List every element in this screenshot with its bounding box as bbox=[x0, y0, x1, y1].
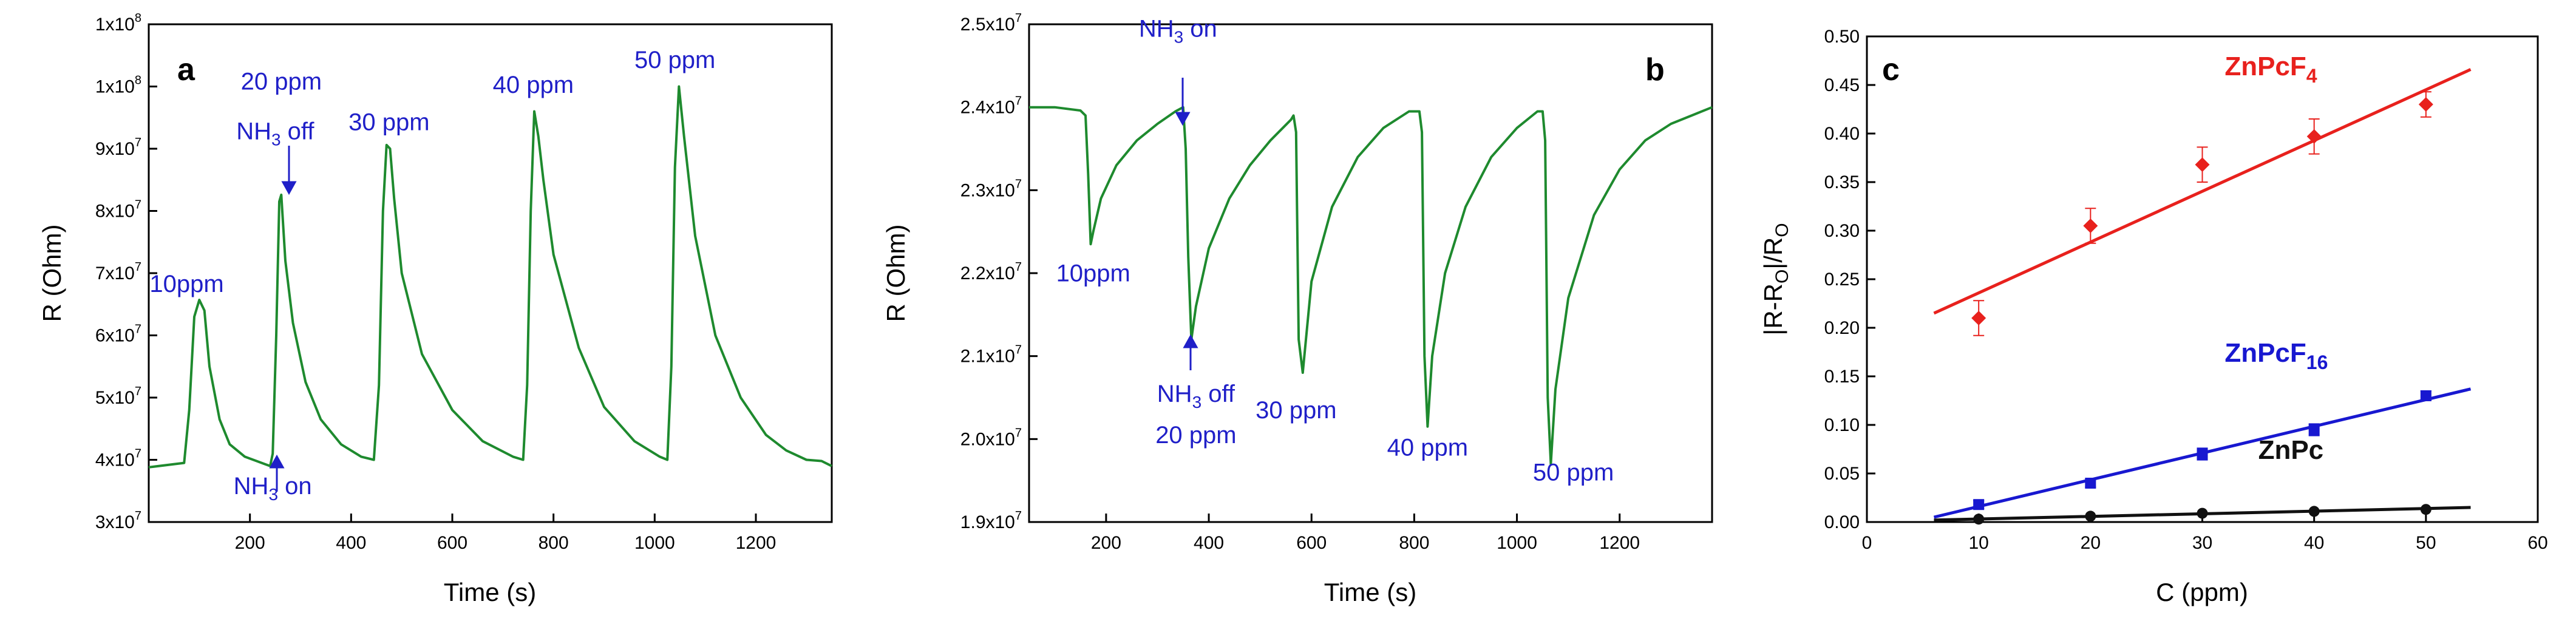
c-ytick-label: 0.05 bbox=[1824, 464, 1860, 484]
panel-b-letter: b bbox=[1645, 52, 1665, 87]
c-xtick-label: 30 bbox=[2192, 533, 2212, 553]
b-ytick-label: 2.1x107 bbox=[960, 344, 1022, 367]
b-ytick-label: 2.2x107 bbox=[960, 260, 1022, 283]
panel-b-xlabel: Time (s) bbox=[1324, 578, 1416, 606]
c-series-label: ZnPc bbox=[2258, 435, 2324, 465]
a-xtick-label: 800 bbox=[539, 533, 569, 553]
c-point-ZnPc bbox=[2308, 506, 2320, 517]
a-series-line bbox=[148, 85, 832, 469]
panel-b-frame bbox=[1028, 23, 1713, 523]
a-ytick-label: 1x108 bbox=[95, 12, 141, 35]
b-annotation: 30 ppm bbox=[1256, 397, 1336, 424]
a-xtick-label: 600 bbox=[437, 533, 467, 553]
panel-a-ylabel: R (Ohm) bbox=[38, 225, 66, 322]
b-xtick-label: 1000 bbox=[1497, 533, 1537, 553]
a-annotation: 20 ppm bbox=[241, 69, 322, 95]
c-ytick-label: 0.50 bbox=[1824, 27, 1860, 47]
panel-a-frame bbox=[148, 23, 833, 523]
b-ytick-label: 2.4x107 bbox=[960, 95, 1022, 118]
b-annotation: 10ppm bbox=[1056, 260, 1130, 287]
panel-a-xlabel: Time (s) bbox=[444, 578, 536, 606]
a-annotation: NH3 on bbox=[234, 473, 312, 504]
c-point-ZnPcF16 bbox=[2420, 390, 2432, 401]
c-point-ZnPc bbox=[2085, 510, 2096, 522]
c-point-ZnPcF4 bbox=[2418, 97, 2433, 112]
c-ytick-label: 0.45 bbox=[1824, 75, 1860, 95]
b-xtick-label: 200 bbox=[1091, 533, 1121, 553]
c-point-ZnPcF16 bbox=[2308, 424, 2320, 435]
panel-b-ylabel: R (Ohm) bbox=[882, 225, 910, 322]
panel-c-letter: c bbox=[1882, 52, 1900, 87]
c-ytick-label: 0.35 bbox=[1824, 172, 1860, 192]
c-series-label: ZnPcF4 bbox=[2224, 52, 2317, 87]
a-annotation: 10ppm bbox=[149, 271, 223, 297]
c-xtick-label: 10 bbox=[1968, 533, 1988, 553]
b-ytick-label: 2.3x107 bbox=[960, 177, 1022, 200]
a-ytick-label: 9x107 bbox=[95, 136, 141, 159]
a-ytick-label: 5x107 bbox=[95, 385, 141, 408]
c-ytick-label: 0.20 bbox=[1824, 318, 1860, 338]
c-point-ZnPc bbox=[2420, 504, 2432, 515]
c-point-ZnPcF16 bbox=[2085, 478, 2096, 489]
panel-b-chart: b Time (s) R (Ohm) 200 400 600 800 1000 1200 … bbox=[882, 12, 1713, 606]
c-point-ZnPc bbox=[2197, 507, 2208, 519]
c-xtick-label: 60 bbox=[2527, 533, 2547, 553]
c-series-label: ZnPcF16 bbox=[2224, 338, 2328, 373]
c-point-ZnPcF16 bbox=[1973, 499, 1985, 510]
panel-a-chart: a Time (s) R (Ohm) 200 400 600 800 1000 1200 … bbox=[38, 12, 833, 606]
c-xtick-label: 0 bbox=[1862, 533, 1872, 553]
b-series-line bbox=[1029, 106, 1713, 466]
panel-c-xlabel: C (ppm) bbox=[2156, 578, 2248, 606]
panel-c-chart: c C (ppm) |R-RO|/RO 0 10 20 30 40 50 60 0.00 0.… bbox=[1759, 27, 2548, 606]
b-annotation: NH3 off bbox=[1157, 381, 1235, 412]
a-xtick-label: 400 bbox=[336, 533, 366, 553]
b-xtick-label: 800 bbox=[1399, 533, 1429, 553]
a-ytick-label: 6x107 bbox=[95, 323, 141, 346]
panel-a-arrows bbox=[269, 146, 297, 492]
c-fit-line-ZnPcF4 bbox=[1933, 68, 2472, 315]
a-annotation: 30 ppm bbox=[348, 109, 429, 135]
c-ytick-label: 0.25 bbox=[1824, 270, 1860, 290]
c-point-ZnPcF4 bbox=[1971, 311, 1986, 325]
c-point-ZnPcF4 bbox=[2195, 157, 2210, 172]
a-xtick-label: 1000 bbox=[634, 533, 675, 553]
b-annotation: 20 ppm bbox=[1155, 422, 1236, 449]
b-ytick-label: 2.5x107 bbox=[960, 12, 1022, 35]
b-xtick-label: 600 bbox=[1296, 533, 1327, 553]
panel-b-arrows bbox=[1175, 78, 1198, 370]
b-annotation: NH3 on bbox=[1139, 16, 1217, 47]
a-ytick-label: 4x107 bbox=[95, 447, 141, 470]
c-ytick-label: 0.00 bbox=[1824, 512, 1860, 532]
panel-a-letter: a bbox=[177, 52, 195, 87]
c-point-ZnPc bbox=[1973, 514, 1985, 525]
b-xtick-label: 400 bbox=[1194, 533, 1224, 553]
c-xtick-label: 50 bbox=[2416, 533, 2436, 553]
c-point-ZnPcF4 bbox=[2083, 219, 2098, 233]
c-xtick-label: 20 bbox=[2081, 533, 2101, 553]
c-point-ZnPcF4 bbox=[2306, 129, 2322, 144]
c-xtick-label: 40 bbox=[2304, 533, 2324, 553]
a-xtick-label: 200 bbox=[235, 533, 265, 553]
b-annotation: 50 ppm bbox=[1533, 460, 1614, 486]
panel-c-ylabel: |R-RO|/RO bbox=[1759, 223, 1792, 335]
a-annotation: 40 ppm bbox=[493, 72, 574, 98]
b-annotation: 40 ppm bbox=[1387, 435, 1468, 461]
b-ytick-label: 1.9x107 bbox=[960, 509, 1022, 532]
a-ytick-label: 8x107 bbox=[95, 198, 141, 222]
a-annotation: NH3 off bbox=[236, 118, 314, 149]
a-ytick-label: 7x107 bbox=[95, 260, 141, 283]
c-ytick-label: 0.30 bbox=[1824, 221, 1860, 241]
c-ytick-label: 0.10 bbox=[1824, 415, 1860, 435]
a-ytick-label: 1x108 bbox=[95, 74, 141, 97]
a-annotation: 50 ppm bbox=[634, 47, 715, 73]
c-ytick-label: 0.40 bbox=[1824, 124, 1860, 144]
c-ytick-label: 0.15 bbox=[1824, 367, 1860, 387]
b-ytick-label: 2.0x107 bbox=[960, 426, 1022, 449]
a-xtick-label: 1200 bbox=[736, 533, 777, 553]
b-xtick-label: 1200 bbox=[1599, 533, 1640, 553]
c-point-ZnPcF16 bbox=[2197, 449, 2208, 460]
a-ytick-label: 3x107 bbox=[95, 509, 141, 532]
